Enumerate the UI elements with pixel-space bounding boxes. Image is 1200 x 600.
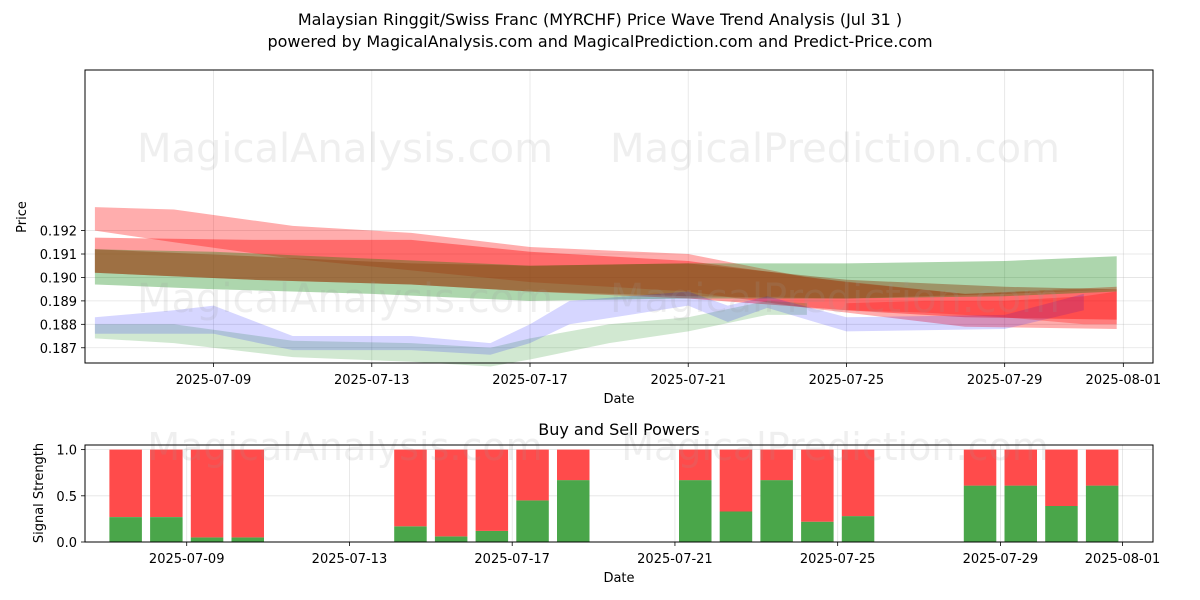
x-tick-label: 2025-07-13: [334, 373, 410, 388]
sell-bar: [841, 449, 875, 517]
buy-bar: [1045, 506, 1078, 542]
buy-bar: [394, 526, 427, 542]
watermark: MagicalAnalysis.com: [137, 126, 553, 172]
signal-x-axis-label: Date: [603, 571, 634, 586]
y-tick-label: 0.190: [40, 271, 77, 286]
sell-bar: [719, 449, 753, 512]
chart-title: Malaysian Ringgit/Swiss Franc (MYRCHF) P…: [298, 10, 902, 29]
x-tick-label: 2025-07-09: [149, 552, 225, 567]
watermark: MagicalAnalysis.com: [147, 425, 542, 469]
buy-bar: [1004, 485, 1037, 542]
x-tick-label: 2025-07-25: [809, 373, 885, 388]
wave-band-red-wide: [94, 207, 1117, 329]
signal-plot-frame: [84, 444, 1154, 543]
signal-bars: [109, 449, 1119, 542]
wave-band-blue-lower: [94, 291, 1084, 355]
sell-bar: [1045, 449, 1078, 506]
price-plot-frame: [84, 69, 1154, 364]
x-tick-label: 2025-08-01: [1086, 373, 1162, 388]
watermark: MagicalAnalysis.com: [137, 276, 553, 322]
sell-bar: [394, 449, 427, 527]
buy-bar: [801, 521, 834, 542]
x-tick-label: 2025-07-09: [176, 373, 252, 388]
watermark: MagicalPrediction.com: [610, 276, 1060, 322]
sell-bar: [231, 449, 264, 538]
wave-band-red-core: [94, 237, 1117, 320]
y-tick-label: 0.187: [40, 342, 77, 357]
buy-bar: [679, 480, 712, 542]
wave-band-brown-core: [94, 249, 1117, 299]
y-tick-label: 0.189: [40, 295, 77, 310]
wave-band-green-wide: [94, 249, 1117, 301]
sell-bar: [190, 449, 224, 538]
sell-bar: [760, 449, 793, 481]
y-tick-label: 0.0: [56, 536, 77, 551]
y-tick-label: 0.192: [40, 225, 77, 240]
x-tick-label: 2025-07-29: [963, 552, 1039, 567]
wave-band-pink-tail: [846, 291, 1117, 325]
x-tick-label: 2025-07-17: [474, 552, 550, 567]
sell-bar: [679, 449, 712, 481]
buy-bar: [109, 517, 142, 542]
watermark: MagicalPrediction.com: [610, 126, 1060, 172]
price-y-axis-label: Price: [15, 201, 30, 233]
buy-bar: [516, 500, 549, 542]
buy-bar: [841, 516, 875, 542]
y-tick-label: 0.188: [40, 318, 77, 333]
y-tick-label: 1.0: [56, 444, 77, 459]
buy-bar: [434, 536, 468, 542]
price-y-ticks: 0.187 0.188 0.189 0.190 0.191 0.192: [40, 225, 85, 357]
y-tick-label: 0.5: [56, 490, 77, 505]
buy-bar: [475, 530, 509, 542]
sell-bar: [434, 449, 468, 537]
sell-bar: [1004, 449, 1037, 486]
buy-bar: [1085, 485, 1119, 542]
sell-bar: [150, 449, 183, 517]
signal-y-ticks: 0.0 0.5 1.0: [56, 444, 85, 551]
wave-band-green-lower: [94, 300, 807, 367]
price-panel: MagicalAnalysis.com MagicalPrediction.co…: [15, 69, 1161, 407]
price-x-ticks: 2025-07-09 2025-07-13 2025-07-17 2025-07-21…: [176, 363, 1161, 388]
signal-x-ticks: 2025-07-09 2025-07-13 2025-07-17 2025-07-21…: [149, 542, 1160, 567]
sell-bar: [801, 449, 834, 522]
price-plot-area: [85, 70, 1153, 363]
buy-bar: [963, 485, 997, 542]
x-tick-label: 2025-07-13: [312, 552, 388, 567]
buy-bar: [760, 480, 793, 542]
sell-bar: [1085, 449, 1119, 486]
sell-bar: [516, 449, 549, 501]
x-tick-label: 2025-07-21: [637, 552, 713, 567]
buy-bar: [231, 537, 264, 542]
x-tick-label: 2025-08-01: [1085, 552, 1161, 567]
buy-bar: [150, 517, 183, 542]
x-tick-label: 2025-07-25: [800, 552, 876, 567]
x-tick-label: 2025-07-17: [492, 373, 568, 388]
buy-bar: [719, 511, 753, 542]
price-x-axis-label: Date: [603, 392, 634, 407]
buy-bar: [190, 537, 224, 542]
sell-bar: [109, 449, 142, 517]
watermark: MagicalPrediction.com: [621, 425, 1049, 469]
x-tick-label: 2025-07-29: [967, 373, 1043, 388]
sell-bar: [475, 449, 509, 531]
signal-chart-title: Buy and Sell Powers: [538, 420, 700, 439]
y-tick-label: 0.191: [40, 248, 77, 263]
price-wave-bands: [94, 207, 1117, 367]
price-grid: [85, 70, 1153, 363]
x-tick-label: 2025-07-21: [650, 373, 726, 388]
signal-y-axis-label: Signal Strength: [32, 443, 47, 543]
signal-panel: Buy and Sell Powers MagicalAnalysis.com …: [32, 420, 1160, 586]
buy-bar: [557, 480, 590, 542]
sell-bar: [557, 449, 590, 481]
chart-subtitle: powered by MagicalAnalysis.com and Magic…: [267, 32, 932, 51]
sell-bar: [963, 449, 997, 486]
